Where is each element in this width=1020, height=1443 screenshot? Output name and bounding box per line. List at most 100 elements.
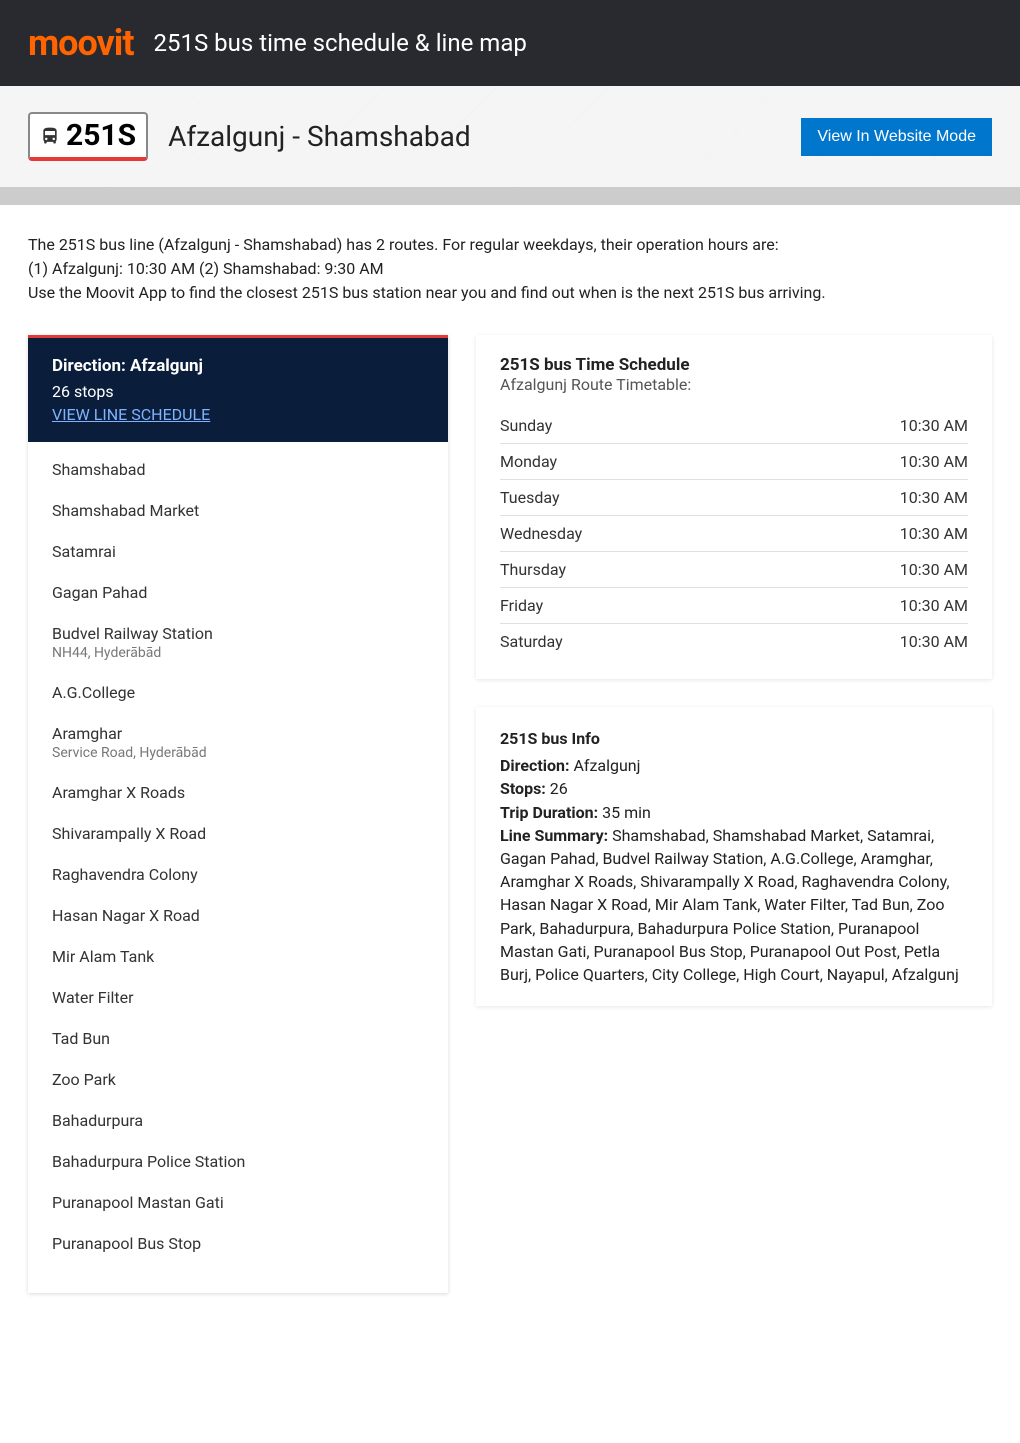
schedule-table: Sunday 10:30 AM Monday 10:30 AM Tuesday 10:30… [500, 408, 968, 659]
stop-item: Mir Alam Tank [52, 947, 424, 966]
view-website-button[interactable]: View In Website Mode [801, 118, 992, 156]
route-name: Afzalgunj - Shamshabad [168, 120, 471, 153]
stop-item: Water Filter [52, 988, 424, 1007]
gray-divider-bar [0, 187, 1020, 205]
stop-item: Satamrai [52, 542, 424, 561]
stop-item: Shamshabad Market [52, 501, 424, 520]
line-number: 251S [66, 118, 136, 153]
stop-item: Bahadurpura Police Station [52, 1152, 424, 1171]
moovit-logo: moovit [28, 22, 134, 64]
stop-name: Hasan Nagar X Road [52, 906, 424, 925]
stop-item: Zoo Park [52, 1070, 424, 1089]
header: moovit 251S bus time schedule & line map [0, 0, 1020, 86]
stop-name: Aramghar [52, 724, 424, 743]
direction-title: Direction: Afzalgunj [52, 356, 424, 376]
schedule-day: Wednesday [500, 524, 582, 543]
right-column: 251S bus Time Schedule Afzalgunj Route T… [476, 335, 992, 1293]
stop-item: Hasan Nagar X Road [52, 906, 424, 925]
header-title: 251S bus time schedule & line map [154, 29, 527, 57]
direction-stops-count: 26 stops [52, 382, 424, 401]
stop-name: Raghavendra Colony [52, 865, 424, 884]
stop-name: A.G.College [52, 683, 424, 702]
schedule-day: Tuesday [500, 488, 560, 507]
stop-name: Bahadurpura [52, 1111, 424, 1130]
stop-item: Puranapool Mastan Gati [52, 1193, 424, 1212]
schedule-title: 251S bus Time Schedule [500, 355, 968, 375]
description-block: The 251S bus line (Afzalgunj - Shamshaba… [0, 205, 1020, 325]
stop-name: Mir Alam Tank [52, 947, 424, 966]
direction-header: Direction: Afzalgunj 26 stops VIEW LINE … [28, 338, 448, 442]
subheader: 251S Afzalgunj - Shamshabad View In Webs… [0, 86, 1020, 187]
stop-item: Puranapool Bus Stop [52, 1234, 424, 1253]
stop-name: Aramghar X Roads [52, 783, 424, 802]
schedule-row: Tuesday 10:30 AM [500, 480, 968, 516]
schedule-day: Thursday [500, 560, 566, 579]
info-direction: Direction: Afzalgunj [500, 754, 968, 777]
stop-name: Shivarampally X Road [52, 824, 424, 843]
schedule-time: 10:30 AM [900, 560, 968, 579]
view-schedule-link[interactable]: VIEW LINE SCHEDULE [52, 405, 210, 424]
stop-name: Shamshabad Market [52, 501, 424, 520]
stop-name: Gagan Pahad [52, 583, 424, 602]
schedule-time: 10:30 AM [900, 524, 968, 543]
stop-name: Tad Bun [52, 1029, 424, 1048]
schedule-day: Friday [500, 596, 543, 615]
main-content: Direction: Afzalgunj 26 stops VIEW LINE … [0, 325, 1020, 1321]
stop-item: Budvel Railway Station NH44, Hyderābād [52, 624, 424, 661]
schedule-day: Sunday [500, 416, 552, 435]
info-summary: Line Summary: Shamshabad, Shamshabad Mar… [500, 824, 968, 986]
stop-name: Zoo Park [52, 1070, 424, 1089]
schedule-time: 10:30 AM [900, 596, 968, 615]
stop-item: Tad Bun [52, 1029, 424, 1048]
info-duration-value: 35 min [598, 803, 651, 822]
left-column: Direction: Afzalgunj 26 stops VIEW LINE … [28, 335, 448, 1293]
info-direction-label: Direction: [500, 756, 569, 775]
bus-icon [40, 126, 60, 146]
stop-item: Aramghar Service Road, Hyderābād [52, 724, 424, 761]
stop-name: Budvel Railway Station [52, 624, 424, 643]
stop-item: Shamshabad [52, 460, 424, 479]
info-title: 251S bus Info [500, 727, 968, 750]
schedule-day: Saturday [500, 632, 563, 651]
info-summary-label: Line Summary: [500, 826, 608, 845]
info-card: 251S bus Info Direction: Afzalgunj Stops… [476, 707, 992, 1006]
stop-name: Puranapool Mastan Gati [52, 1193, 424, 1212]
description-line2: (1) Afzalgunj: 10:30 AM (2) Shamshabad: … [28, 257, 992, 281]
line-badge: 251S [28, 112, 148, 161]
info-stops: Stops: 26 [500, 777, 968, 800]
stop-name: Shamshabad [52, 460, 424, 479]
stop-address: NH44, Hyderābād [52, 645, 424, 661]
stop-name: Satamrai [52, 542, 424, 561]
direction-card: Direction: Afzalgunj 26 stops VIEW LINE … [28, 335, 448, 1293]
description-line1: The 251S bus line (Afzalgunj - Shamshaba… [28, 233, 992, 257]
stop-item: Aramghar X Roads [52, 783, 424, 802]
schedule-day: Monday [500, 452, 557, 471]
schedule-row: Thursday 10:30 AM [500, 552, 968, 588]
schedule-time: 10:30 AM [900, 632, 968, 651]
schedule-row: Sunday 10:30 AM [500, 408, 968, 444]
stop-name: Bahadurpura Police Station [52, 1152, 424, 1171]
info-duration-label: Trip Duration: [500, 803, 598, 822]
info-stops-label: Stops: [500, 779, 546, 798]
stops-list: Shamshabad Shamshabad Market Satamrai Gagan… [28, 442, 448, 1293]
stop-address: Service Road, Hyderābād [52, 745, 424, 761]
stop-item: Shivarampally X Road [52, 824, 424, 843]
stop-item: Raghavendra Colony [52, 865, 424, 884]
schedule-time: 10:30 AM [900, 488, 968, 507]
stop-name: Puranapool Bus Stop [52, 1234, 424, 1253]
description-line3: Use the Moovit App to find the closest 2… [28, 281, 992, 305]
info-duration: Trip Duration: 35 min [500, 801, 968, 824]
schedule-row: Wednesday 10:30 AM [500, 516, 968, 552]
schedule-row: Saturday 10:30 AM [500, 624, 968, 659]
stop-item: Bahadurpura [52, 1111, 424, 1130]
info-summary-value: Shamshabad, Shamshabad Market, Satamrai,… [500, 826, 959, 984]
info-direction-value: Afzalgunj [569, 756, 640, 775]
schedule-time: 10:30 AM [900, 452, 968, 471]
schedule-card: 251S bus Time Schedule Afzalgunj Route T… [476, 335, 992, 679]
info-stops-value: 26 [546, 779, 568, 798]
schedule-time: 10:30 AM [900, 416, 968, 435]
stop-item: A.G.College [52, 683, 424, 702]
stop-name: Water Filter [52, 988, 424, 1007]
stop-item: Gagan Pahad [52, 583, 424, 602]
schedule-row: Friday 10:30 AM [500, 588, 968, 624]
